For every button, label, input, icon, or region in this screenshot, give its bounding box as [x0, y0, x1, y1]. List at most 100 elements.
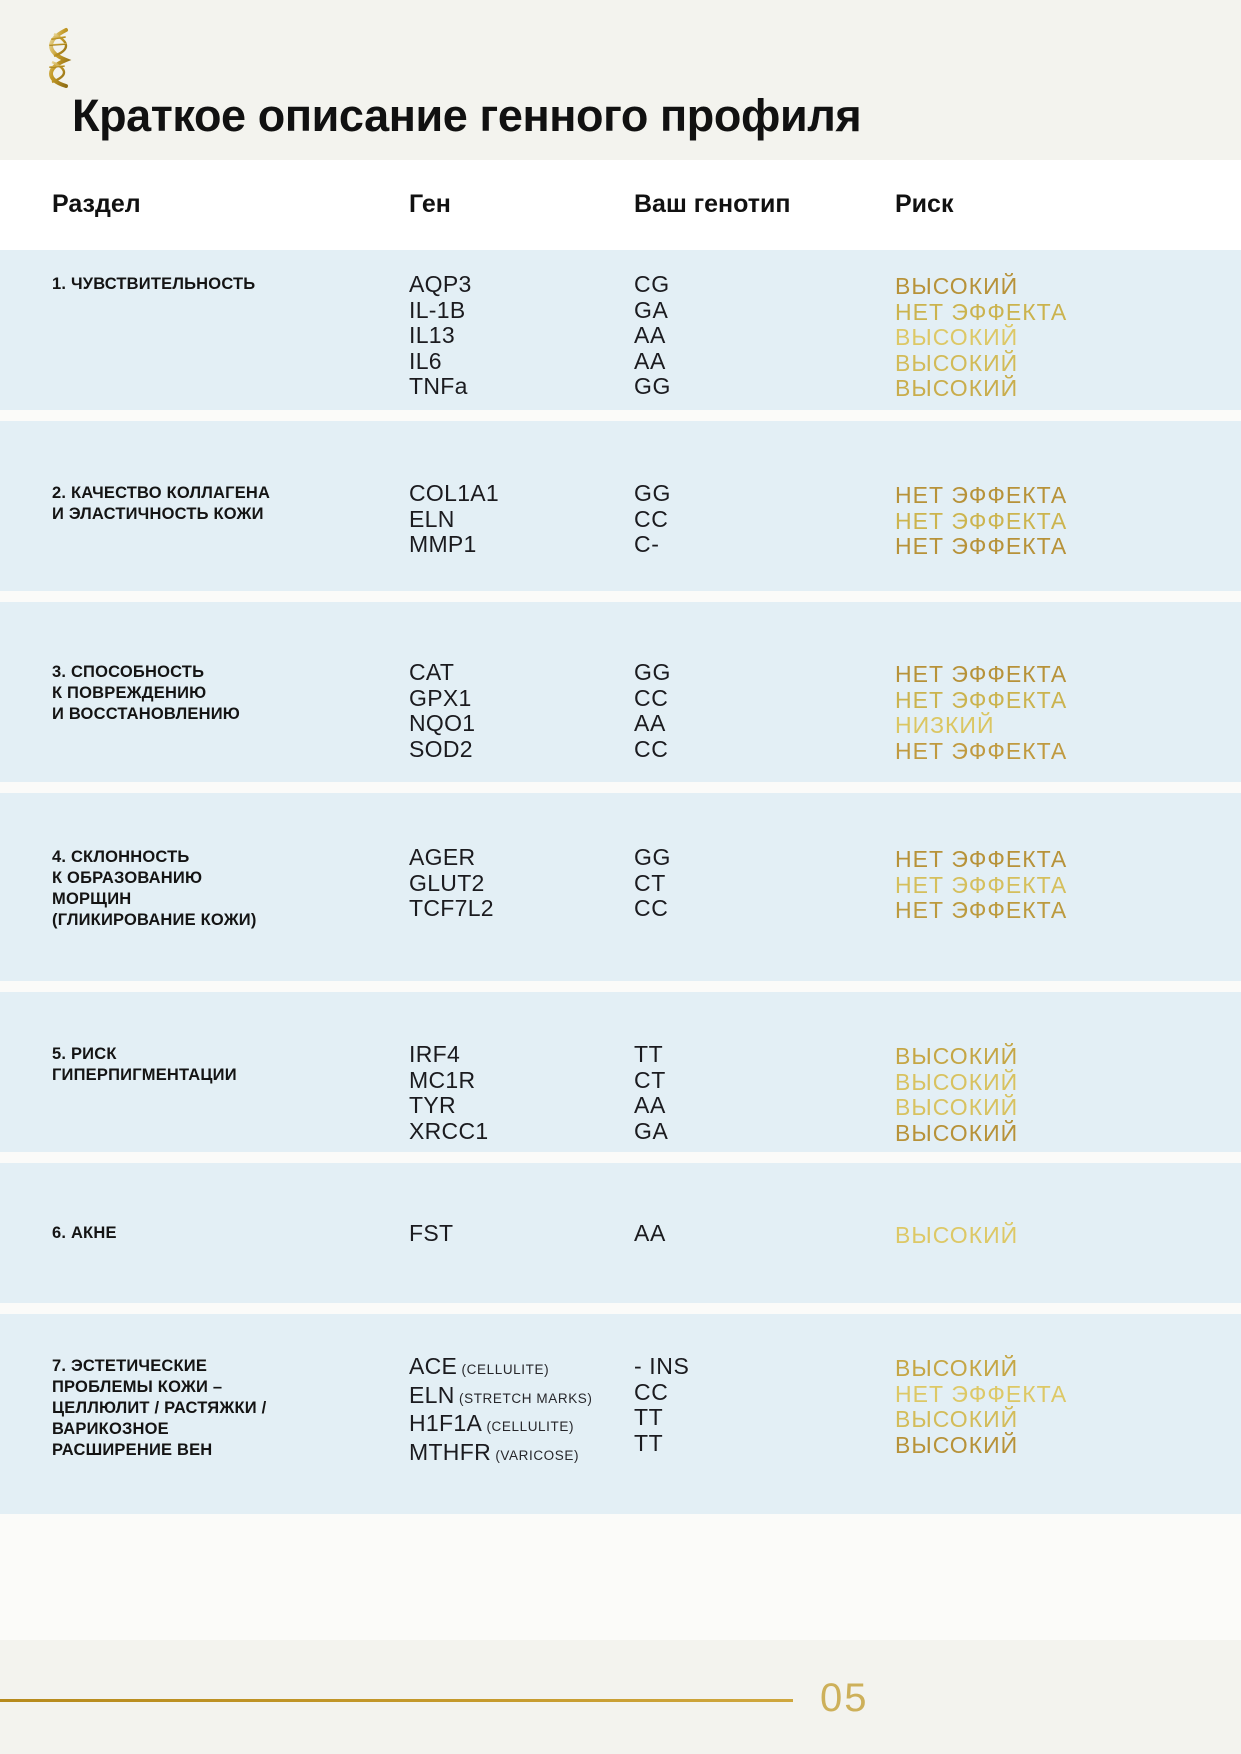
table-header: Раздел Ген Ваш генотип Риск	[0, 160, 1241, 250]
dna-helix-icon	[36, 26, 86, 88]
risk-value: НЕТ ЭФФЕКТА	[895, 871, 1068, 898]
genotype-value: CC	[634, 505, 669, 532]
genotype-list: GG CC AA CC	[634, 659, 671, 762]
genotype-value: AA	[634, 1220, 666, 1246]
genotype-value: CC	[634, 1378, 669, 1405]
gene-name: AGER	[409, 844, 476, 870]
column-header-genotype: Ваш генотип	[634, 190, 791, 218]
risk-value: НИЗКИЙ	[895, 712, 995, 738]
gene-name: IL13	[409, 322, 455, 348]
risk-value: ВЫСОКИЙ	[895, 1431, 1019, 1458]
risk-value: НЕТ ЭФФЕКТА	[895, 482, 1068, 508]
table-row: 2. КАЧЕСТВО КОЛЛАГЕНА И ЭЛАСТИЧНОСТЬ КОЖ…	[0, 421, 1241, 591]
genotype-list: GG CT CC	[634, 844, 671, 922]
risk-value: НЕТ ЭФФЕКТА	[895, 298, 1068, 325]
gene-name: XRCC1	[409, 1117, 489, 1144]
table-body: 1. ЧУВСТВИТЕЛЬНОСТЬ AQP3 IL-1B IL13 IL6 TNFa C…	[0, 250, 1241, 1525]
table-row: 4. СКЛОННОСТЬ К ОБРАЗОВАНИЮ МОРЩИН (ГЛИК…	[0, 793, 1241, 981]
genotype-value: CC	[634, 895, 669, 921]
genotype-value: AA	[634, 347, 666, 374]
page-number: 05	[820, 1676, 869, 1720]
gene-list: AQP3 IL-1B IL13 IL6 TNFa	[409, 271, 472, 400]
genotype-value: CT	[634, 1066, 666, 1093]
risk-value: ВЫСОКИЙ	[895, 1068, 1019, 1095]
risk-value: НЕТ ЭФФЕКТА	[895, 507, 1068, 534]
table-row: 7. ЭСТЕТИЧЕСКИЕ ПРОБЛЕМЫ КОЖИ – ЦЕЛЛЮЛИТ…	[0, 1314, 1241, 1514]
risk-value: НЕТ ЭФФЕКТА	[895, 533, 1068, 559]
genotype-list: TT CT AA GA	[634, 1041, 669, 1144]
gene-name: CAT	[409, 659, 455, 685]
genotype-value: CG	[634, 271, 670, 297]
risk-list: НЕТ ЭФФЕКТА НЕТ ЭФФЕКТА НИЗКИЙ НЕТ ЭФФЕКТА	[895, 661, 1068, 764]
genotype-value: TT	[634, 1041, 664, 1067]
genotype-value: GG	[634, 844, 671, 870]
section-label: 3. СПОСОБНОСТЬ К ПОВРЕЖДЕНИЮ И ВОССТАНОВ…	[52, 663, 240, 723]
gene-name: IL-1B	[409, 296, 466, 323]
gene-name: IL6	[409, 347, 442, 374]
gene-name: TCF7L2	[409, 895, 494, 921]
gene-note: (CELLULITE)	[457, 1362, 550, 1377]
genotype-value: GA	[634, 1117, 669, 1144]
risk-value: НЕТ ЭФФЕКТА	[895, 1380, 1068, 1407]
gene-name: AQP3	[409, 271, 472, 297]
risk-value: НЕТ ЭФФЕКТА	[895, 661, 1068, 687]
genotype-value: - INS	[634, 1353, 690, 1379]
column-header-gene: Ген	[409, 190, 451, 218]
genotype-value: CC	[634, 684, 669, 711]
table-row: 5. РИСК ГИПЕРПИГМЕНТАЦИИ IRF4 MC1R TYR XRCC1…	[0, 992, 1241, 1152]
gene-name: MC1R	[409, 1066, 476, 1093]
footer-divider	[0, 1699, 793, 1702]
gene-name: TYR	[409, 1092, 456, 1118]
risk-list: ВЫСОКИЙ НЕТ ЭФФЕКТА ВЫСОКИЙ ВЫСОКИЙ ВЫСОКИЙ	[895, 273, 1068, 402]
genotype-list: AA	[634, 1220, 666, 1247]
gene-name: FST	[409, 1220, 454, 1246]
genotype-value: AA	[634, 710, 666, 736]
risk-value: НЕТ ЭФФЕКТА	[895, 686, 1068, 713]
risk-list: НЕТ ЭФФЕКТА НЕТ ЭФФЕКТА НЕТ ЭФФЕКТА	[895, 846, 1068, 924]
risk-value: ВЫСОКИЙ	[895, 1355, 1019, 1381]
gene-name: GLUT2	[409, 869, 485, 896]
gene-name: COL1A1	[409, 480, 500, 506]
section-label: 7. ЭСТЕТИЧЕСКИЕ ПРОБЛЕМЫ КОЖИ – ЦЕЛЛЮЛИТ…	[52, 1357, 267, 1459]
gene-name: MTHFR (VARICOSE)	[409, 1438, 580, 1465]
genotype-list: - INS CC TT TT	[634, 1353, 690, 1456]
risk-list: ВЫСОКИЙ	[895, 1222, 1018, 1249]
gene-note: (STRETCH MARKS)	[454, 1390, 593, 1406]
gene-note: (VARICOSE)	[490, 1447, 580, 1463]
gene-list: AGER GLUT2 TCF7L2	[409, 844, 494, 922]
genotype-value: TT	[634, 1429, 664, 1456]
page-footer: 05	[0, 1640, 1241, 1754]
page-header: Краткое описание генного профиля	[0, 0, 1241, 160]
risk-value: ВЫСОКИЙ	[895, 1043, 1019, 1069]
gene-name: SOD2	[409, 735, 473, 762]
risk-value: ВЫСОКИЙ	[895, 1406, 1019, 1432]
column-header-section: Раздел	[52, 190, 141, 218]
section-label: 5. РИСК ГИПЕРПИГМЕНТАЦИИ	[52, 1045, 237, 1084]
risk-list: НЕТ ЭФФЕКТА НЕТ ЭФФЕКТА НЕТ ЭФФЕКТА	[895, 482, 1068, 560]
genotype-value: AA	[634, 322, 666, 348]
risk-value: ВЫСОКИЙ	[895, 1119, 1019, 1146]
risk-value: ВЫСОКИЙ	[895, 349, 1019, 376]
genotype-value: TT	[634, 1404, 664, 1430]
risk-value: ВЫСОКИЙ	[895, 375, 1019, 401]
risk-value: НЕТ ЭФФЕКТА	[895, 897, 1068, 923]
genotype-list: CG GA AA AA GG	[634, 271, 671, 400]
genotype-value: CT	[634, 869, 666, 896]
genotype-value: C-	[634, 531, 660, 557]
section-label: 1. ЧУВСТВИТЕЛЬНОСТЬ	[52, 275, 256, 293]
genotype-value: GG	[634, 373, 671, 399]
page-title: Краткое описание генного профиля	[72, 90, 862, 141]
gene-name: GPX1	[409, 684, 472, 711]
genotype-value: CC	[634, 735, 669, 762]
gene-note: (CELLULITE)	[482, 1419, 575, 1434]
table-row: 6. АКНЕ FST AA ВЫСОКИЙ	[0, 1163, 1241, 1303]
risk-list: ВЫСОКИЙ ВЫСОКИЙ ВЫСОКИЙ ВЫСОКИЙ	[895, 1043, 1019, 1146]
section-label: 2. КАЧЕСТВО КОЛЛАГЕНА И ЭЛАСТИЧНОСТЬ КОЖ…	[52, 484, 271, 523]
risk-value: НЕТ ЭФФЕКТА	[895, 846, 1068, 872]
gene-list: IRF4 MC1R TYR XRCC1	[409, 1041, 489, 1144]
genotype-list: GG CC C-	[634, 480, 671, 558]
gene-name: ELN (STRETCH MARKS)	[409, 1381, 593, 1408]
risk-list: ВЫСОКИЙ НЕТ ЭФФЕКТА ВЫСОКИЙ ВЫСОКИЙ	[895, 1355, 1068, 1458]
risk-value: НЕТ ЭФФЕКТА	[895, 737, 1068, 764]
